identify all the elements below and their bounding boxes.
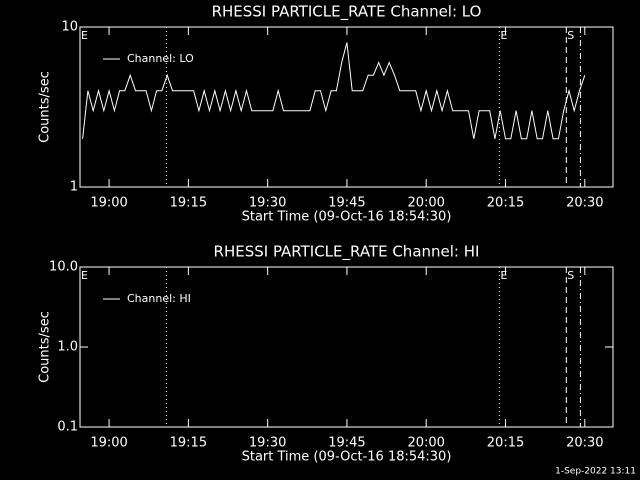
x-tick-label: 20:30	[566, 196, 603, 211]
marker-label: E	[500, 29, 507, 42]
x-tick-label: 19:30	[249, 196, 286, 211]
marker-label: E	[81, 29, 88, 42]
y-axis-label: Counts/sec	[38, 311, 53, 383]
legend-label: Channel: HI	[127, 292, 191, 305]
legend-label: Channel: LO	[127, 52, 194, 65]
x-axis-label: Start Time (09-Oct-16 18:54:30)	[242, 210, 452, 225]
plot-frame	[79, 26, 614, 188]
y-tick-label: 1.0	[57, 340, 78, 355]
marker-label: S	[567, 29, 574, 42]
marker-label: E	[81, 269, 88, 282]
y-tick-label: 10	[61, 20, 78, 35]
data-line	[82, 42, 586, 140]
x-tick-label: 20:15	[487, 436, 524, 451]
marker-label: S	[567, 269, 574, 282]
y-tick-label: 0.1	[57, 420, 78, 435]
x-tick-label: 19:45	[328, 196, 365, 211]
x-tick-label: 20:15	[487, 196, 524, 211]
y-axis-label: Counts/sec	[38, 71, 53, 143]
x-tick-label: 19:00	[90, 196, 127, 211]
plot-frame	[79, 266, 614, 428]
x-tick-label: 19:30	[249, 436, 286, 451]
y-tick-label: 1	[70, 180, 78, 195]
x-tick-label: 19:00	[90, 436, 127, 451]
chart-title: RHESSI PARTICLE_RATE Channel: HI	[214, 243, 480, 262]
footer: 1-Sep-2022 13:11	[555, 467, 636, 477]
x-tick-label: 20:30	[566, 436, 603, 451]
y-tick-label: 10.0	[49, 260, 78, 275]
x-tick-label: 19:15	[170, 436, 207, 451]
x-axis-label: Start Time (09-Oct-16 18:54:30)	[242, 450, 452, 465]
chart-title: RHESSI PARTICLE_RATE Channel: LO	[212, 3, 482, 22]
x-tick-label: 19:15	[170, 196, 207, 211]
x-tick-label: 20:00	[407, 196, 444, 211]
x-tick-label: 19:45	[328, 436, 365, 451]
marker-label: E	[500, 269, 507, 282]
x-tick-label: 20:00	[407, 436, 444, 451]
